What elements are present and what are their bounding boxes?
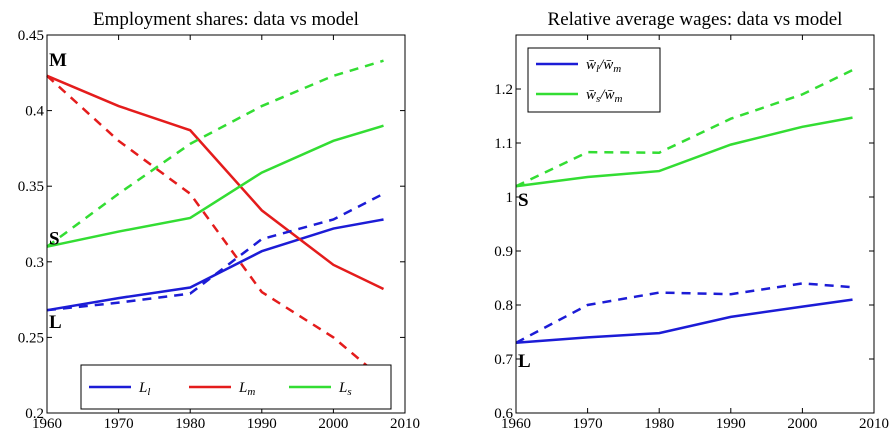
legend-label-part: L [138, 380, 147, 396]
x-tick-label: 2010 [859, 416, 889, 432]
x-tick-label: 2000 [318, 416, 348, 432]
legend-label: w̄l/w̄m [586, 57, 621, 75]
x-tick-label: 1970 [573, 416, 603, 432]
line-series [46, 74, 385, 291]
annotation: S [49, 229, 60, 250]
x-tick-label: 1960 [32, 416, 62, 432]
legend-label: w̄s/w̄m [586, 87, 622, 105]
legend-label: Lm [238, 380, 255, 398]
legend: Ll Lm Ls [80, 364, 392, 410]
legend-label-part: s [347, 386, 351, 398]
line-series [515, 282, 853, 344]
chart: Employment shares: data vs model 1960 1970… [18, 9, 420, 432]
annotation: L [49, 312, 62, 333]
y-tick-label: 0.6 [494, 406, 513, 422]
line-series [515, 116, 853, 188]
legend-label-part: /w̄ [599, 87, 614, 103]
y-tick-label: 0.7 [494, 352, 513, 368]
legend-label-part: l [596, 63, 599, 75]
annotation: S [518, 190, 529, 211]
chart: Relative average wages: data vs model 196… [494, 9, 889, 432]
x-tick-label: 1970 [104, 416, 134, 432]
y-tick-label: 1 [506, 190, 514, 206]
y-tick-label: 1.1 [494, 136, 513, 152]
annotation: M [49, 50, 67, 71]
legend-label: Ls [338, 380, 352, 398]
legend-box [527, 47, 661, 113]
y-tick-label: 0.4 [25, 104, 44, 120]
line-series [46, 124, 384, 248]
y-tick-label: 0.2 [25, 406, 44, 422]
plot-frame [515, 34, 875, 414]
legend-box [80, 364, 392, 410]
legend-label-part: s [596, 93, 600, 105]
x-tick-label: 1960 [501, 416, 531, 432]
legend: w̄l/w̄mw̄s/w̄m [527, 47, 661, 113]
chart-title: Employment shares: data vs model [93, 9, 359, 30]
legend-label-part: l [147, 386, 150, 398]
line-series [46, 192, 385, 312]
annotation: L [518, 351, 531, 372]
y-tick-label: 0.25 [18, 330, 44, 346]
x-tick-label: 1980 [644, 416, 674, 432]
legend-label-part: m [614, 93, 622, 105]
x-tick-label: 2000 [787, 416, 817, 432]
legend-label-part: L [238, 380, 247, 396]
y-tick-label: 0.8 [494, 298, 513, 314]
legend-label-part: m [247, 386, 255, 398]
x-tick-label: 1980 [175, 416, 205, 432]
legend-label: Ll [138, 380, 150, 398]
legend-label-part: w̄ [586, 57, 596, 73]
line-series [46, 74, 385, 381]
y-tick-label: 0.3 [25, 255, 44, 271]
legend-label-part: m [613, 63, 621, 75]
y-tick-label: 0.9 [494, 244, 513, 260]
legend-label-part: w̄ [586, 87, 596, 103]
chart-title: Relative average wages: data vs model [548, 9, 843, 30]
y-tick-label: 0.35 [18, 179, 44, 195]
plot-frame [46, 34, 406, 414]
legend-label-part: /w̄ [598, 57, 613, 73]
y-tick-label: 1.2 [494, 82, 513, 98]
line-series [46, 218, 384, 312]
x-tick-label: 1990 [716, 416, 746, 432]
y-tick-label: 0.45 [18, 28, 44, 44]
x-tick-label: 1990 [247, 416, 277, 432]
line-series [46, 59, 384, 248]
legend-label-part: L [338, 380, 347, 396]
line-series [515, 298, 853, 345]
x-tick-label: 2010 [390, 416, 420, 432]
line-series [515, 68, 854, 188]
